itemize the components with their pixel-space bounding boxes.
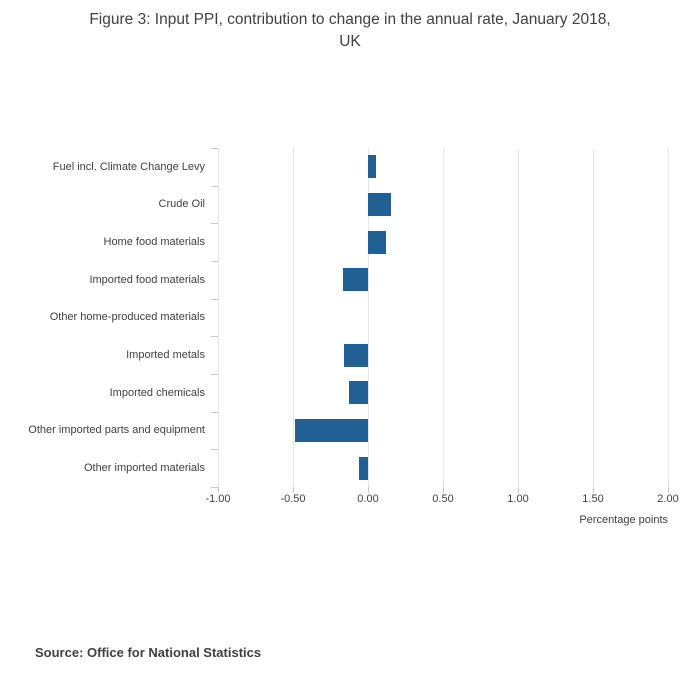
- x-tick-label: 0.00: [357, 493, 379, 505]
- x-tick-label: -1.00: [205, 493, 231, 505]
- x-tick-label: 1.00: [507, 493, 529, 505]
- x-tick-label: 0.50: [432, 493, 454, 505]
- x-gridline: [518, 148, 519, 487]
- chart-title: Figure 3: Input PPI, contribution to cha…: [0, 9, 700, 54]
- plot-area: [211, 148, 669, 493]
- y-axis-tick: [211, 336, 218, 338]
- x-gridline: [368, 148, 369, 487]
- bar: [348, 381, 368, 405]
- y-axis-tick: [211, 298, 218, 300]
- bar: [359, 456, 368, 480]
- y-axis-tick: [211, 411, 218, 413]
- bar: [368, 230, 386, 254]
- y-axis-tick: [211, 148, 218, 149]
- y-tick-label: Imported chemicals: [109, 386, 205, 399]
- y-tick-label: Crude Oil: [158, 198, 205, 211]
- x-axis-tick: [368, 487, 369, 493]
- source-note: Source: Office for National Statistics: [35, 645, 262, 660]
- y-axis-tick: [211, 261, 218, 262]
- x-gridline: [593, 148, 594, 487]
- y-axis-tick: [211, 185, 218, 187]
- y-tick-label: Other imported parts and equipment: [28, 424, 205, 437]
- y-tick-label: Imported food materials: [89, 273, 205, 286]
- x-axis-tick: [443, 487, 444, 493]
- x-gridline: [218, 148, 219, 487]
- x-axis-tick: [218, 487, 219, 493]
- bar: [294, 419, 368, 442]
- x-axis-tick: [293, 487, 294, 493]
- y-tick-label: Fuel incl. Climate Change Levy: [52, 160, 205, 173]
- y-axis-tick: [211, 487, 218, 488]
- bar: [368, 193, 391, 216]
- x-axis-tick: [668, 487, 669, 493]
- x-gridline: [443, 148, 444, 487]
- y-tick-label: Home food materials: [103, 236, 206, 249]
- x-axis-title: Percentage points: [579, 514, 668, 526]
- y-tick-label: Imported metals: [126, 349, 205, 362]
- y-axis-labels: Fuel incl. Climate Change Levy Crude Oil H…: [0, 148, 205, 487]
- x-axis-tick: [518, 487, 519, 493]
- bar: [342, 268, 368, 292]
- bar: [344, 343, 368, 367]
- x-axis-labels: -1.00 -0.50 0.00 0.50 1.00 1.50 2.00: [205, 493, 678, 507]
- x-tick-label: 1.50: [582, 493, 604, 505]
- chart-title-line1: Figure 3: Input PPI, contribution to cha…: [89, 11, 611, 28]
- y-tick-label: Other home-produced materials: [49, 311, 205, 324]
- y-axis-tick: [211, 223, 218, 225]
- y-axis-tick: [211, 449, 218, 451]
- x-tick-label: 2.00: [657, 493, 679, 505]
- x-gridline: [668, 148, 669, 487]
- y-axis-tick: [211, 374, 218, 375]
- x-axis-tick: [593, 487, 594, 493]
- bar: [368, 155, 376, 179]
- x-gridline: [293, 148, 294, 487]
- x-tick-label: -0.50: [280, 493, 306, 505]
- chart-title-line2: UK: [339, 33, 361, 51]
- y-tick-label: Other imported materials: [83, 462, 205, 475]
